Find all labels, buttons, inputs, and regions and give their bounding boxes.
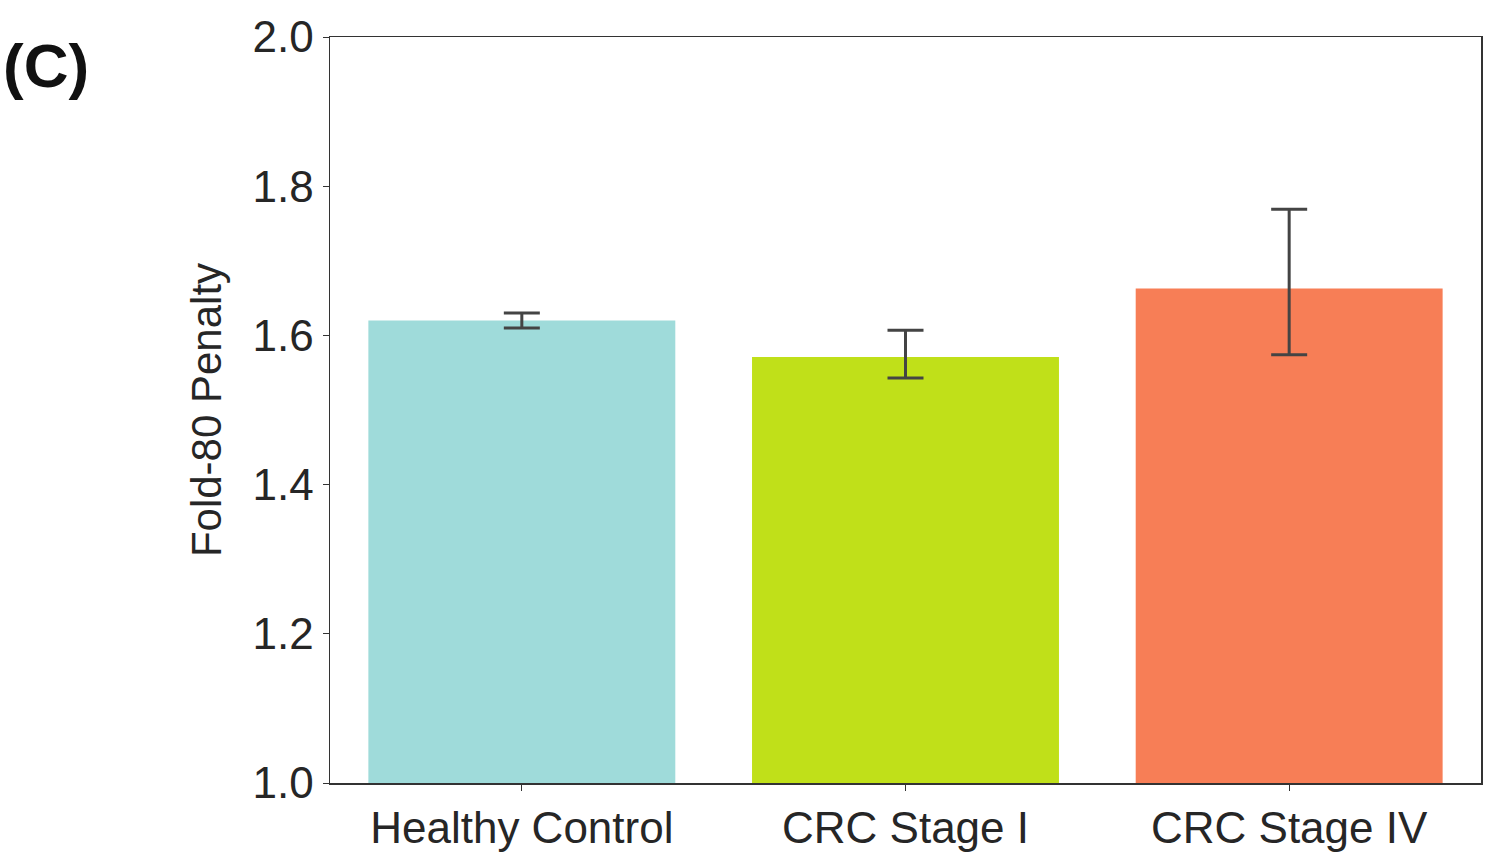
svg-text:Healthy Control: Healthy Control: [370, 803, 673, 852]
svg-text:1.2: 1.2: [253, 609, 314, 658]
svg-text:1.8: 1.8: [253, 162, 314, 211]
svg-text:1.4: 1.4: [253, 460, 314, 509]
svg-text:(C): (C): [3, 31, 89, 100]
svg-text:CRC Stage I: CRC Stage I: [782, 803, 1029, 852]
svg-text:CRC Stage IV: CRC Stage IV: [1151, 803, 1428, 852]
svg-text:1.0: 1.0: [253, 758, 314, 807]
svg-text:2.0: 2.0: [253, 12, 314, 61]
svg-text:1.6: 1.6: [253, 311, 314, 360]
svg-text:Fold-80 Penalty: Fold-80 Penalty: [183, 263, 230, 557]
